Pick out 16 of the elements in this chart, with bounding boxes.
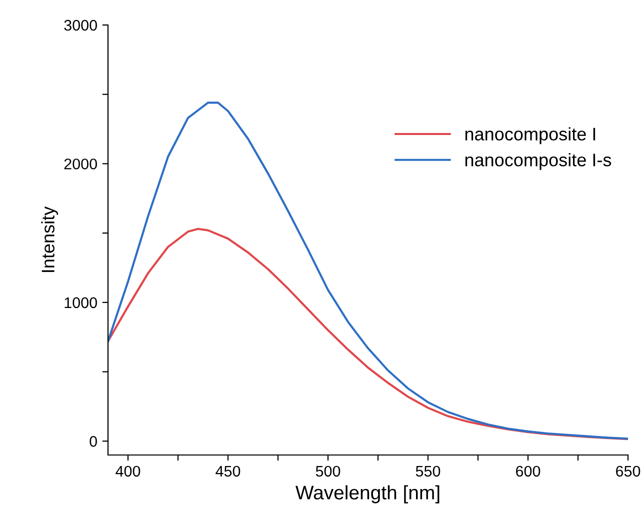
y-tick-label: 0	[90, 436, 97, 447]
x-tick-label: 550	[416, 466, 440, 477]
y-tick-label: 2000	[64, 158, 97, 170]
legend-label: nanocomposite I-s	[465, 153, 612, 170]
x-tick-label: 450	[216, 466, 240, 477]
x-tick-label: 400	[116, 466, 140, 477]
y-axis-title: Intensity	[41, 206, 58, 272]
x-tick-label: 600	[516, 466, 540, 477]
x-tick-label: 650	[616, 466, 640, 477]
y-tick-label: 1000	[64, 297, 97, 308]
x-axis-title: Wavelength [nm]	[296, 485, 440, 504]
legend-label: nanocomposite I	[465, 127, 596, 144]
x-tick-label: 500	[316, 466, 340, 477]
line-series	[108, 228, 628, 440]
line-series	[108, 102, 628, 440]
y-tick-label: 3000	[64, 20, 97, 31]
